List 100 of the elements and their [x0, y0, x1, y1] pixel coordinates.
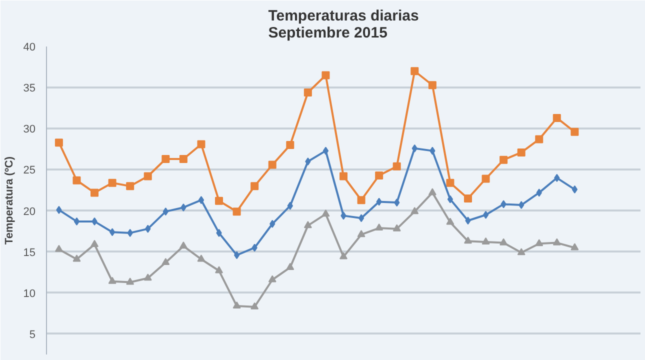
- point: [357, 196, 366, 204]
- point: [340, 212, 346, 220]
- point: [410, 207, 419, 214]
- point: [252, 244, 258, 252]
- y-axis-title: Temperatura (ºC): [3, 156, 16, 245]
- point: [464, 236, 472, 244]
- point: [109, 228, 116, 236]
- y-tick-label: 10: [23, 288, 36, 300]
- y-tick-label: 20: [23, 206, 36, 218]
- point: [428, 81, 436, 90]
- point: [304, 221, 312, 228]
- y-tick-label: 40: [23, 42, 36, 54]
- point: [180, 203, 186, 212]
- point: [500, 156, 508, 164]
- point: [446, 218, 454, 225]
- point: [72, 254, 81, 262]
- point: [572, 185, 578, 194]
- point: [232, 302, 241, 309]
- point: [286, 262, 294, 270]
- point: [340, 172, 348, 180]
- y-tick-label: 35: [23, 82, 36, 95]
- point: [90, 240, 99, 247]
- point: [464, 194, 472, 202]
- point: [357, 230, 366, 238]
- point: [412, 144, 418, 152]
- point: [268, 160, 276, 169]
- point: [552, 238, 561, 246]
- point: [518, 201, 524, 210]
- y-tick-label: 5: [29, 328, 36, 341]
- point: [197, 140, 206, 148]
- point: [268, 275, 276, 282]
- point: [430, 146, 436, 155]
- point: [232, 208, 241, 216]
- point: [554, 174, 560, 182]
- point: [535, 135, 544, 144]
- point: [74, 217, 80, 226]
- point: [465, 216, 471, 225]
- y-tick-label: 15: [23, 246, 36, 259]
- point: [535, 239, 544, 246]
- chart-title: Temperaturas diarias Septiembre 2015: [268, 8, 419, 42]
- point: [482, 174, 490, 183]
- point: [127, 228, 133, 237]
- y-tick-label: 30: [23, 124, 36, 136]
- point: [322, 146, 329, 155]
- point: [126, 182, 134, 190]
- point: [482, 210, 489, 219]
- point: [215, 196, 224, 205]
- point: [162, 258, 170, 266]
- point: [392, 224, 401, 232]
- point: [376, 198, 382, 206]
- point: [54, 244, 63, 252]
- point: [482, 237, 490, 244]
- point: [340, 252, 348, 260]
- point: [428, 188, 436, 196]
- point: [517, 148, 526, 156]
- point: [216, 228, 222, 237]
- point: [358, 214, 364, 222]
- point: [270, 220, 276, 228]
- point: [410, 67, 419, 76]
- point: [447, 195, 454, 204]
- point: [375, 223, 384, 231]
- point: [179, 242, 188, 249]
- point: [162, 208, 168, 216]
- point: [144, 274, 152, 281]
- point: [90, 188, 99, 197]
- point: [304, 88, 312, 96]
- point: [145, 224, 151, 233]
- point: [108, 276, 116, 284]
- point: [56, 206, 62, 214]
- point: [144, 172, 152, 180]
- point: [322, 71, 330, 80]
- point: [322, 210, 330, 217]
- point: [392, 162, 401, 170]
- point: [375, 171, 384, 180]
- point: [250, 302, 259, 310]
- point: [250, 182, 259, 190]
- point: [54, 138, 63, 147]
- point: [234, 251, 240, 260]
- point: [92, 217, 98, 226]
- point: [72, 176, 81, 184]
- point: [126, 278, 134, 285]
- point: [162, 155, 170, 164]
- y-tick-label: 25: [23, 164, 36, 177]
- point: [394, 198, 400, 207]
- point: [198, 196, 204, 204]
- point: [552, 114, 561, 122]
- point: [570, 243, 579, 250]
- point: [287, 202, 293, 210]
- point: [108, 178, 116, 187]
- point: [500, 238, 508, 246]
- point: [179, 155, 188, 164]
- point: [446, 178, 454, 187]
- point: [305, 157, 311, 166]
- point: [517, 248, 526, 256]
- point: [286, 141, 294, 150]
- point: [197, 254, 206, 262]
- point: [500, 200, 506, 208]
- point: [536, 188, 542, 197]
- point: [215, 266, 224, 274]
- point: [570, 128, 579, 136]
